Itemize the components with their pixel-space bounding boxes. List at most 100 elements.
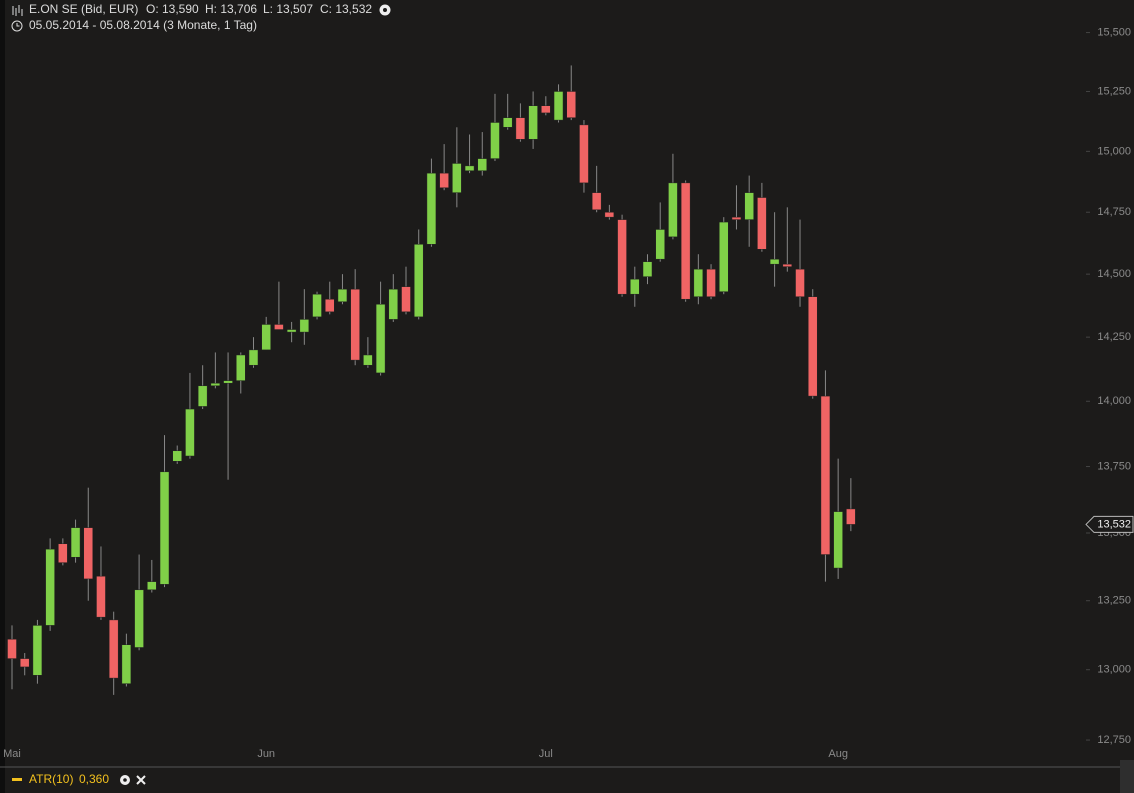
- y-tick-label: 15,500: [1097, 26, 1131, 38]
- candle-body: [490, 122, 500, 159]
- candle-body: [413, 244, 424, 318]
- candle-body: [452, 163, 462, 193]
- left-edge: [0, 0, 5, 793]
- candle-body: [121, 644, 132, 684]
- indicator-value: 0,360: [79, 772, 109, 786]
- candle-body: [833, 511, 843, 569]
- candle-body: [846, 508, 856, 525]
- candle-body: [630, 278, 640, 295]
- x-tick-label: Jul: [539, 748, 553, 760]
- y-tick-label: 13,250: [1097, 595, 1131, 607]
- candle-body: [668, 182, 678, 238]
- candle-body: [32, 625, 43, 676]
- candle-body: [591, 192, 602, 211]
- candle-body: [19, 658, 30, 668]
- instrument: E.ON SE (Bid, EUR): [29, 2, 138, 16]
- quote-high: H: 13,706: [205, 2, 257, 16]
- candle-body: [680, 182, 691, 300]
- y-tick-label: 14,250: [1097, 331, 1131, 343]
- candle-body: [96, 575, 106, 618]
- plot-area: [7, 65, 856, 695]
- y-tick-label: 14,750: [1097, 206, 1131, 218]
- scrollbar[interactable]: [1120, 760, 1134, 793]
- candle-body: [299, 319, 310, 333]
- candle-body: [83, 527, 94, 580]
- candle-body: [363, 354, 373, 366]
- candle-body: [642, 261, 653, 277]
- candle-body: [58, 543, 68, 563]
- candle-body: [325, 298, 335, 313]
- candle-body: [426, 172, 437, 245]
- candle-body: [553, 91, 564, 121]
- candle-body: [579, 124, 589, 184]
- candle-body: [719, 221, 729, 292]
- candle-body: [45, 548, 55, 626]
- candle-body: [439, 172, 449, 189]
- candle-body: [757, 197, 767, 250]
- last-price-tag: [1085, 515, 1134, 533]
- candle-body: [312, 293, 322, 318]
- y-tick-label: 12,750: [1097, 734, 1131, 746]
- candle-body: [566, 91, 576, 118]
- candle-body: [147, 581, 157, 591]
- candle-body: [159, 471, 170, 585]
- candle-body: [464, 165, 475, 171]
- header: E.ON SE (Bid, EUR) O: 13,590 H: 13,706 L…: [11, 2, 391, 32]
- candle-body: [655, 229, 665, 260]
- candle-body: [693, 268, 704, 297]
- candle-body: [185, 408, 195, 457]
- indicator-swatch: [12, 778, 22, 781]
- candle-body: [820, 395, 831, 555]
- candle-body: [210, 382, 221, 387]
- candle-body: [706, 268, 716, 297]
- candle-body: [617, 219, 627, 295]
- candle-body: [375, 304, 386, 374]
- indicator-close[interactable]: [136, 775, 146, 785]
- candle-body: [236, 354, 246, 381]
- candle-body: [108, 619, 119, 679]
- indicator-settings[interactable]: [120, 775, 130, 785]
- x-tick-label: Jun: [257, 748, 275, 760]
- candle-body: [388, 288, 399, 320]
- settings-button[interactable]: [379, 4, 391, 16]
- y-tick-label: 15,250: [1097, 85, 1131, 97]
- candle-body: [401, 286, 411, 313]
- candle-body: [515, 117, 526, 140]
- candle-body: [769, 258, 780, 265]
- candle-body: [502, 117, 513, 128]
- candle-body: [541, 105, 551, 114]
- chart-type-icon: [12, 5, 23, 16]
- candle-body: [807, 296, 818, 397]
- candle-body: [197, 385, 208, 407]
- candle-body: [7, 638, 17, 659]
- candle-body: [337, 288, 348, 302]
- candle-body: [782, 263, 793, 267]
- candle-body: [223, 380, 233, 384]
- candle-body: [134, 589, 144, 648]
- candle-body: [731, 216, 742, 220]
- quote-close: C: 13,532: [320, 2, 372, 16]
- y-tick-label: 13,000: [1097, 664, 1131, 676]
- candle-body: [261, 324, 271, 351]
- candle-body: [70, 527, 81, 558]
- candle-body: [248, 349, 259, 366]
- clock-icon: [11, 20, 23, 32]
- candle-body: [604, 211, 615, 218]
- indicator-name: ATR(10): [29, 772, 73, 786]
- y-tick-label: 13,750: [1097, 460, 1131, 472]
- x-tick-label: Mai: [3, 748, 21, 760]
- y-tick-label: 14,500: [1097, 268, 1131, 280]
- indicator-legend: ATR(10) 0,360: [12, 772, 146, 786]
- date-range: 05.05.2014 - 05.08.2014 (3 Monate, 1 Tag…: [29, 18, 257, 32]
- y-tick-label: 14,000: [1097, 395, 1131, 407]
- quote-open: O: 13,590: [146, 2, 199, 16]
- x-tick-label: Aug: [828, 748, 848, 760]
- candle-body: [528, 105, 538, 140]
- candle-body: [350, 288, 360, 361]
- candle-body: [477, 158, 488, 171]
- y-tick-label: 15,000: [1097, 145, 1131, 157]
- candle-body: [274, 324, 284, 330]
